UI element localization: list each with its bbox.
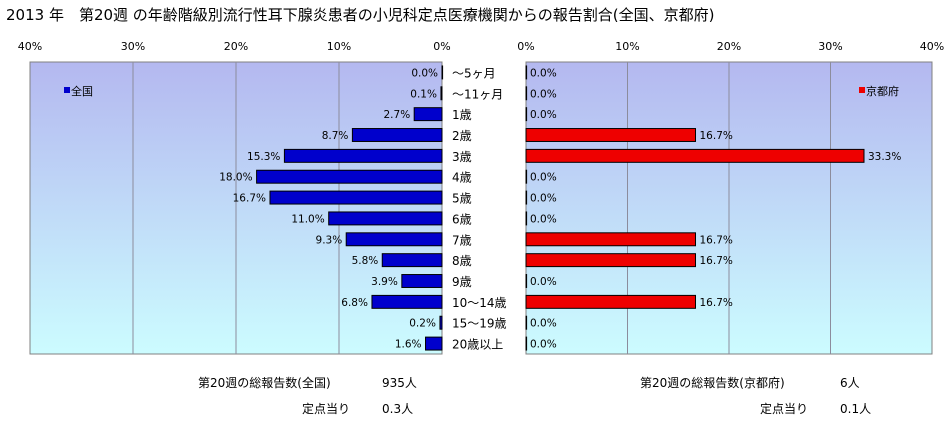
tick-label: 10% (327, 40, 351, 53)
bar (525, 169, 528, 184)
legend-swatch (859, 87, 865, 93)
category-label: 4歳 (452, 171, 472, 185)
national-per-label: 定点当り (302, 402, 351, 416)
bar (439, 315, 443, 330)
category-label: 6歳 (452, 212, 472, 226)
data-label: 18.0% (219, 172, 252, 184)
category-label: 20歳以上 (452, 338, 503, 352)
data-label: 0.2% (409, 318, 436, 330)
tick-label: 40% (18, 40, 42, 53)
category-label: 3歳 (452, 150, 472, 164)
data-label: 2.7% (384, 109, 411, 121)
bar (345, 232, 443, 247)
bar (525, 211, 528, 226)
left-panel-national: 0% 10% 20% 30% 40% 0.0% 0.1% 2.7% 8.7% 15.3% 18.0%… (18, 40, 451, 355)
data-label: 9.3% (316, 234, 343, 246)
bar (525, 128, 697, 142)
data-label: 16.7% (700, 234, 733, 246)
data-label: 11.0% (291, 213, 324, 225)
category-label: 8歳 (452, 254, 472, 268)
category-label: 2歳 (452, 129, 472, 143)
bar (401, 274, 443, 288)
data-label: 8.7% (322, 130, 349, 142)
data-label: 16.7% (700, 297, 733, 309)
tick-label: 10% (615, 40, 639, 53)
national-total-label: 第20週の総報告数(全国) (198, 376, 331, 390)
bar (283, 148, 443, 163)
bar (525, 190, 528, 205)
category-labels: ～5ヶ月 ～11ヶ月 1歳 2歳 3歳 4歳 5歳 6歳 7歳 8歳 9歳 10～14歳 15～19歳 2… (452, 66, 507, 351)
data-label: 16.7% (233, 193, 266, 205)
bar (525, 232, 697, 247)
kyoto-per-label: 定点当り (760, 402, 809, 416)
tick-label: 0% (433, 40, 450, 53)
bar (351, 128, 443, 142)
data-label: 0.0% (530, 318, 557, 330)
bar (269, 190, 443, 205)
tick-label: 30% (818, 40, 842, 53)
legend-label: 京都府 (866, 84, 899, 98)
kyoto-total-label: 第20週の総報告数(京都府) (640, 376, 785, 390)
bar (371, 294, 443, 309)
right-panel-kyoto: 0% 10% 20% 30% 40% 0.0% 0.0% 0.0% 16.7% 33.3% 0.0%… (517, 40, 944, 355)
bar (440, 86, 443, 101)
data-label: 0.0% (530, 67, 557, 79)
chart-title: 2013 年 第20週 の年齢階級別流行性耳下腺炎患者の小児科定点医療機関からの… (6, 6, 715, 24)
tick-label: 20% (717, 40, 741, 53)
category-label: 15～19歳 (452, 317, 507, 331)
data-label: 0.0% (530, 172, 557, 184)
data-label: 3.9% (371, 276, 398, 288)
bar (256, 169, 443, 184)
data-label: 6.8% (341, 297, 368, 309)
category-label: 10～14歳 (452, 296, 507, 310)
bar (525, 253, 697, 268)
data-label: 0.0% (530, 88, 557, 100)
bar (525, 65, 528, 80)
data-label: 0.0% (530, 276, 557, 288)
national-per-value: 0.3人 (382, 402, 414, 416)
category-label: ～11ヶ月 (452, 87, 503, 101)
data-label: 5.8% (352, 255, 379, 267)
bar (525, 148, 865, 163)
data-label: 0.0% (530, 193, 557, 205)
tick-label: 0% (517, 40, 534, 53)
legend-national: 全国 (64, 84, 93, 98)
category-label: ～5ヶ月 (452, 66, 496, 80)
data-label: 0.0% (530, 109, 557, 121)
data-label: 16.7% (700, 130, 733, 142)
national-total-value: 935人 (382, 376, 417, 390)
data-label: 0.0% (530, 213, 557, 225)
kyoto-total-value: 6人 (840, 376, 860, 390)
legend-swatch (64, 87, 70, 93)
bar (525, 294, 697, 309)
category-label: 7歳 (452, 233, 472, 247)
bar (381, 253, 443, 268)
data-label: 15.3% (247, 151, 280, 163)
data-label: 0.0% (411, 67, 438, 79)
tick-label: 40% (920, 40, 944, 53)
bar (525, 86, 528, 101)
bar (525, 336, 528, 351)
legend-label: 全国 (71, 84, 93, 98)
bar (413, 107, 443, 122)
bar (441, 65, 444, 80)
legend-kyoto: 京都府 (859, 84, 899, 98)
data-label: 0.0% (530, 339, 557, 351)
bar (425, 336, 443, 351)
tick-label: 30% (121, 40, 145, 53)
data-label: 33.3% (868, 151, 901, 163)
kyoto-per-value: 0.1人 (840, 402, 872, 416)
data-label: 0.1% (410, 88, 437, 100)
bar (328, 211, 443, 226)
bar (525, 315, 528, 330)
data-label: 1.6% (395, 339, 422, 351)
category-label: 5歳 (452, 192, 472, 206)
bar (525, 107, 528, 122)
category-label: 9歳 (452, 275, 472, 289)
category-label: 1歳 (452, 108, 472, 122)
tick-label: 20% (224, 40, 248, 53)
data-label: 16.7% (700, 255, 733, 267)
bar (525, 274, 528, 288)
